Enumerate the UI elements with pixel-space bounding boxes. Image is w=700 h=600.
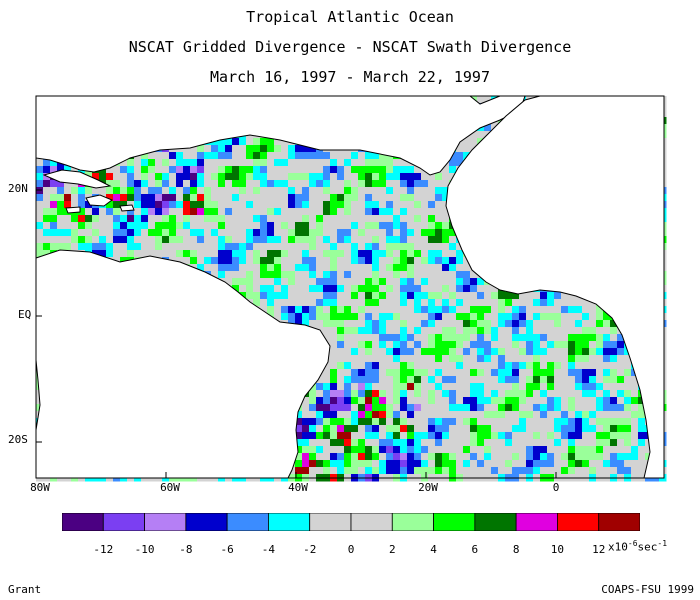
colorbar-swatch [144, 513, 187, 531]
colorbar-tick-label: 2 [388, 543, 396, 556]
colorbar-tick-label: -2 [303, 543, 317, 556]
institution-credit: COAPS-FSU 1999 [601, 583, 694, 596]
colorbar-tick-label: 6 [471, 543, 479, 556]
land-puerto-rico [119, 204, 135, 212]
map-title: Tropical Atlantic Ocean [246, 8, 454, 26]
colorbar-swatch [268, 513, 311, 531]
missing-data-nw [36, 96, 60, 114]
colorbar-swatch [433, 513, 476, 531]
land-hispaniola [85, 194, 113, 207]
colorbar-swatch [309, 513, 352, 531]
colorbar-swatch [474, 513, 517, 531]
colorbar-tick-label: 4 [430, 543, 437, 556]
colorbar-tick-label: 10 [550, 543, 565, 556]
land-jamaica [65, 206, 81, 214]
colorbar-swatch [391, 513, 434, 531]
colorbar-tick-label: -6 [220, 543, 234, 556]
colorbar-tick-label: -12 [93, 543, 114, 556]
missing-data-ne [625, 96, 639, 104]
colorbar-swatch [598, 513, 640, 531]
lon-label-40w: 40W [288, 481, 308, 494]
author-credit: Grant [8, 583, 42, 596]
colorbar-tick-label: 0 [347, 543, 355, 556]
colorbar-swatch [226, 513, 269, 531]
lon-label-60w: 60W [160, 481, 180, 494]
map-subtitle: NSCAT Gridded Divergence - NSCAT Swath D… [128, 38, 572, 56]
colorbar-swatch [62, 513, 104, 531]
lon-label-0: 0 [552, 481, 560, 494]
lat-label-eq: EQ [18, 308, 32, 321]
colorbar-tick-label: -4 [261, 543, 276, 556]
date-range: March 16, 1997 - March 22, 1997 [210, 68, 490, 86]
lat-label-20s: 20S [8, 433, 28, 446]
colorbar-tick-label: 12 [592, 543, 606, 556]
lon-label-80w: 80W [30, 481, 50, 494]
land-cuba [42, 169, 112, 189]
map-frame [35, 95, 665, 479]
land-africa [445, 95, 665, 479]
colorbar-swatch [102, 513, 145, 531]
lon-label-20w: 20W [418, 481, 438, 494]
colorbar-swatch [557, 513, 600, 531]
colorbar-swatch [350, 513, 393, 531]
colorbar-tick-label: 8 [512, 543, 520, 556]
lat-label-20n: 20N [8, 182, 28, 195]
axis-ticks [35, 189, 557, 478]
colorbar-tick-label: -10 [134, 543, 155, 556]
colorbar-units: x10-6sec-1 [608, 539, 668, 554]
colorbar-swatch [515, 513, 558, 531]
colorbar-swatch [185, 513, 228, 531]
colorbar-tick-label: -8 [179, 543, 193, 556]
colorbar [62, 513, 640, 531]
